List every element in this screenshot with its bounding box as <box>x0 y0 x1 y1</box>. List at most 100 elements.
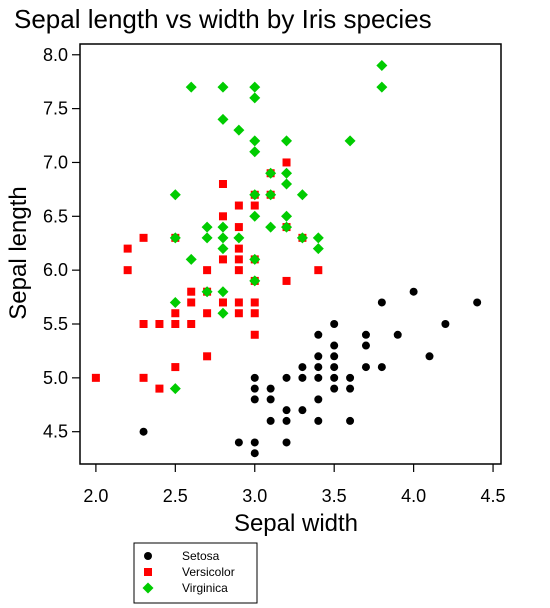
versicolor-point <box>155 320 164 328</box>
y-tick-label: 6.5 <box>43 206 68 226</box>
legend-box <box>133 542 258 604</box>
y-tick-label: 7.0 <box>43 152 68 172</box>
setosa-point <box>330 373 339 382</box>
virginica-point <box>217 221 229 233</box>
setosa-point <box>425 352 434 361</box>
versicolor-point <box>234 223 243 232</box>
setosa-point <box>377 298 386 307</box>
data-points <box>91 60 482 458</box>
y-tick-label: 7.5 <box>43 99 68 119</box>
versicolor-point <box>187 320 196 328</box>
setosa-point <box>282 406 291 415</box>
virginica-point <box>344 135 356 147</box>
setosa-point <box>266 395 275 404</box>
setosa-point <box>139 427 148 436</box>
setosa-point <box>330 320 339 328</box>
x-axis: 2.0 2.5 3.0 3.5 4.0 4.5 <box>83 464 506 506</box>
setosa-point <box>266 416 275 425</box>
versicolor-point <box>234 201 243 210</box>
virginica-point <box>249 81 261 93</box>
setosa-point <box>314 416 323 425</box>
virginica-point <box>249 189 261 201</box>
setosa-point <box>330 352 339 361</box>
versicolor-point <box>282 158 291 167</box>
x-tick-label: 2.0 <box>83 486 108 506</box>
versicolor-point <box>314 266 323 275</box>
versicolor-point <box>171 363 180 372</box>
legend: Setosa Versicolor Virginica <box>133 542 258 604</box>
virginica-point <box>169 189 181 201</box>
setosa-point <box>441 320 450 328</box>
virginica-point <box>312 232 324 244</box>
versicolor-point <box>218 212 227 221</box>
setosa-point <box>314 395 323 404</box>
virginica-point <box>169 383 181 395</box>
virginica-point <box>296 232 308 244</box>
versicolor-point <box>218 298 227 307</box>
setosa-point <box>361 363 370 372</box>
virginica-point <box>233 124 245 136</box>
chart-title: Sepal length vs width by Iris species <box>14 4 432 34</box>
x-axis-label: Sepal width <box>234 510 358 537</box>
legend-marker-versicolor <box>144 568 152 576</box>
legend-label-versicolor: Versicolor <box>182 565 235 579</box>
virginica-point <box>281 167 293 179</box>
setosa-point <box>377 363 386 372</box>
legend-label-setosa: Setosa <box>182 549 220 563</box>
virginica-point <box>281 135 293 147</box>
versicolor-point <box>218 180 227 188</box>
virginica-point <box>249 253 261 265</box>
setosa-point <box>330 384 339 393</box>
setosa-point <box>473 298 482 307</box>
y-axis: 4.5 5.0 5.5 6.0 6.5 7.0 7.5 8.0 <box>43 45 80 442</box>
virginica-point <box>169 232 181 244</box>
y-tick-label: 5.0 <box>43 368 68 388</box>
versicolor-point <box>155 384 164 393</box>
virginica-point <box>233 232 245 244</box>
setosa-point <box>346 416 355 425</box>
setosa-point <box>314 373 323 382</box>
versicolor-point <box>234 298 243 307</box>
versicolor-point <box>250 201 259 210</box>
versicolor-point <box>171 320 180 328</box>
virginica-point <box>376 81 388 93</box>
virginica-point <box>185 81 197 93</box>
setosa-point <box>250 395 259 404</box>
setosa-point <box>330 363 339 372</box>
setosa-point <box>250 373 259 382</box>
y-tick-label: 6.0 <box>43 260 68 280</box>
versicolor-point <box>218 255 227 264</box>
setosa-point <box>298 363 307 372</box>
versicolor-point <box>234 266 243 275</box>
virginica-point <box>217 243 229 255</box>
versicolor-point <box>250 309 259 318</box>
virginica-point <box>296 189 308 201</box>
virginica-point <box>217 232 229 244</box>
setosa-point <box>282 373 291 382</box>
virginica-point <box>265 167 277 179</box>
virginica-point <box>281 178 293 190</box>
virginica-point <box>281 221 293 233</box>
y-tick-label: 5.5 <box>43 314 68 334</box>
y-tick-label: 4.5 <box>43 422 68 442</box>
versicolor-point <box>171 309 180 318</box>
virginica-point <box>217 307 229 319</box>
virginica-point <box>201 221 213 233</box>
versicolor-point <box>234 244 243 253</box>
setosa-point <box>234 438 243 447</box>
setosa-point <box>361 330 370 339</box>
setosa-point <box>361 341 370 350</box>
setosa-point <box>250 384 259 393</box>
virginica-point <box>201 232 213 244</box>
versicolor-point <box>139 233 148 242</box>
virginica-point <box>249 92 261 104</box>
virginica-point <box>201 286 213 298</box>
virginica-point <box>265 221 277 233</box>
x-tick-label: 4.0 <box>401 486 426 506</box>
x-tick-label: 3.5 <box>322 486 347 506</box>
setosa-point <box>314 352 323 361</box>
versicolor-point <box>187 287 196 296</box>
setosa-point <box>282 438 291 447</box>
y-axis-label: Sepal length <box>5 186 32 319</box>
